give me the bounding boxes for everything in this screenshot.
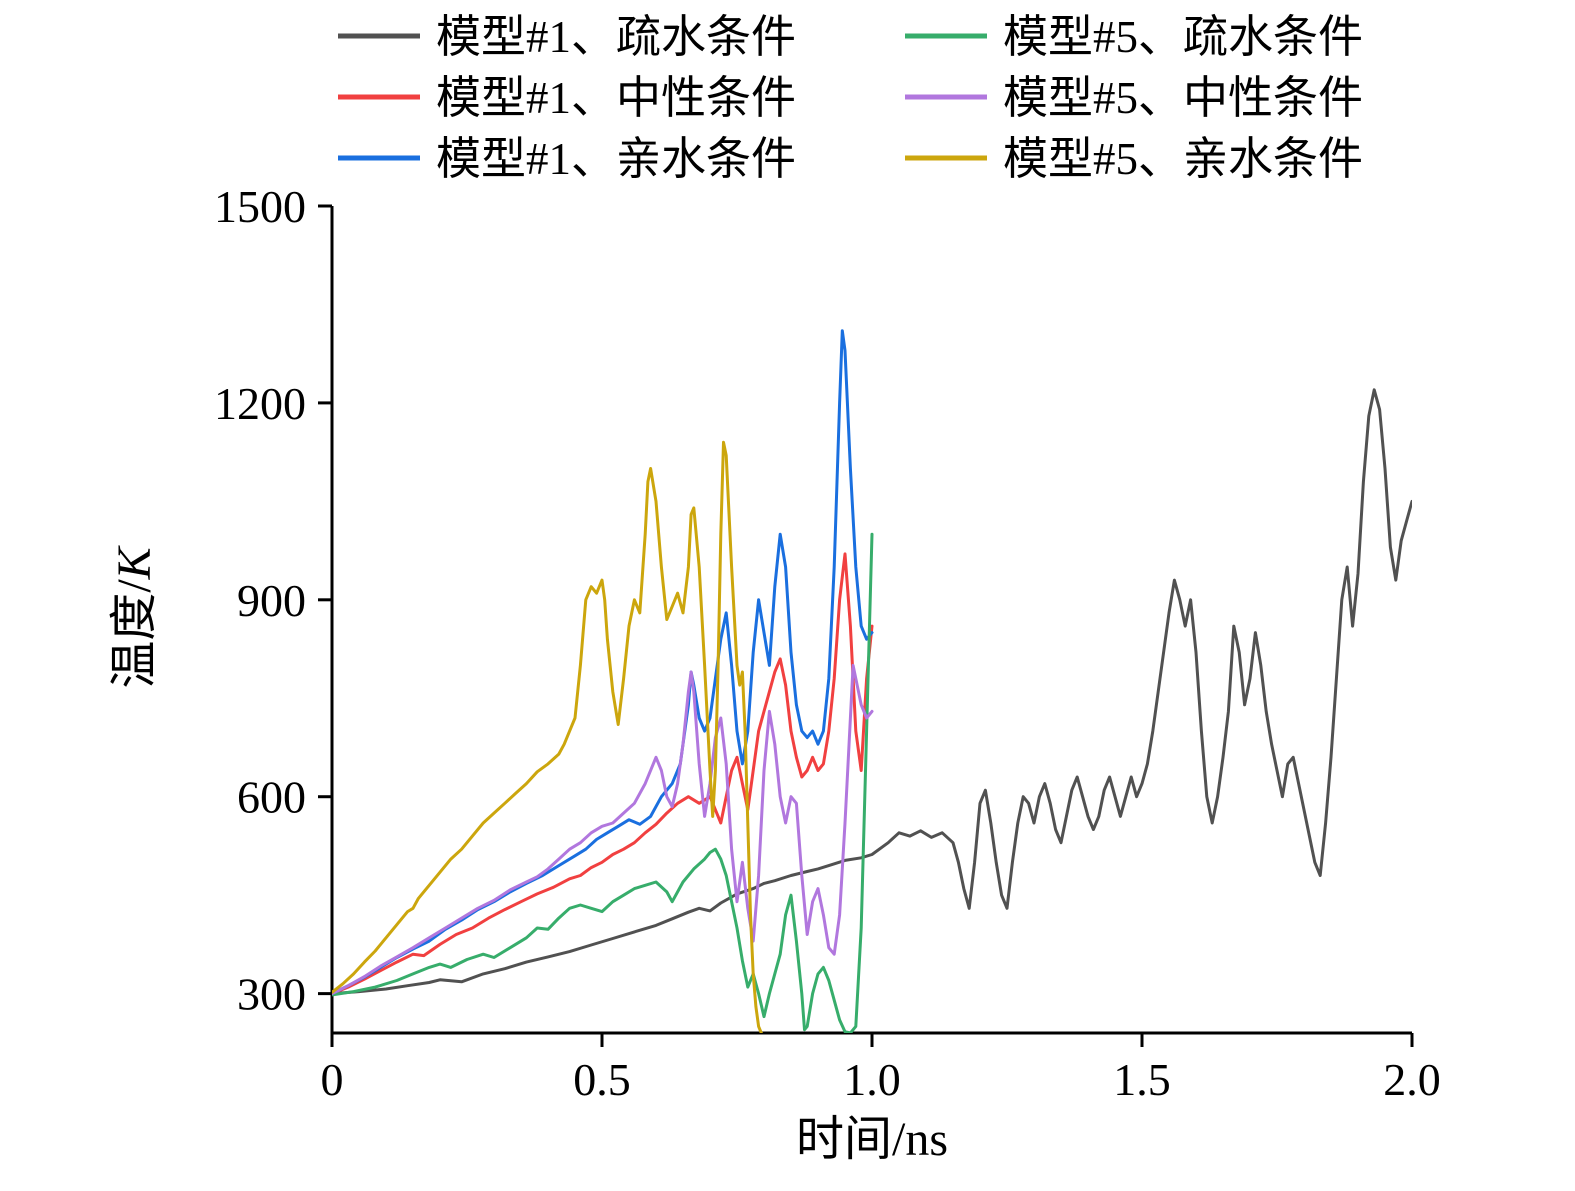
y-axis-label: 温度/K xyxy=(108,544,161,688)
y-axis-label-text: 温度/ xyxy=(108,579,161,689)
series-line-0 xyxy=(332,388,1412,996)
y-tick-label: 600 xyxy=(237,772,306,823)
series-line-5 xyxy=(332,440,763,1033)
y-tick-label: 300 xyxy=(237,969,306,1020)
x-tick-label: 0 xyxy=(321,1054,344,1105)
legend-item: 模型#1、疏水条件 xyxy=(338,12,796,62)
x-axis-label: 时间/ns xyxy=(796,1113,948,1166)
x-axis-label-text: 时间/ xyxy=(796,1113,906,1166)
y-tick-label: 1200 xyxy=(214,378,306,429)
legend-label: 模型#5、亲水条件 xyxy=(1003,134,1363,184)
legend-label: 模型#5、疏水条件 xyxy=(1003,12,1363,62)
x-axis-unit: ns xyxy=(905,1113,948,1166)
series-line-4 xyxy=(332,663,874,996)
legend-item: 模型#1、中性条件 xyxy=(338,73,796,123)
series-line-3 xyxy=(332,532,874,1033)
series-line-1 xyxy=(332,552,874,996)
axes: 300 600 900 1200 1500 0 0.5 1.0 1.5 2.0 xyxy=(214,181,1441,1105)
x-tick-label: 2.0 xyxy=(1383,1054,1441,1105)
y-tick-label: 1500 xyxy=(214,181,306,232)
x-tick-label: 1.0 xyxy=(843,1054,901,1105)
axis-lines xyxy=(330,206,1412,1035)
legend-label: 模型#1、中性条件 xyxy=(436,73,796,123)
legend-item: 模型#5、亲水条件 xyxy=(905,134,1363,184)
legend-item: 模型#5、疏水条件 xyxy=(905,12,1363,62)
legend-label: 模型#1、亲水条件 xyxy=(436,134,796,184)
y-tick-label: 900 xyxy=(237,575,306,626)
y-axis-unit: K xyxy=(108,544,161,580)
legend-item: 模型#1、亲水条件 xyxy=(338,134,796,184)
legend-label: 模型#1、疏水条件 xyxy=(436,12,796,62)
x-tick-label: 1.5 xyxy=(1113,1054,1171,1105)
legend-label: 模型#5、中性条件 xyxy=(1003,73,1363,123)
series-lines xyxy=(332,329,1412,1033)
legend-item: 模型#5、中性条件 xyxy=(905,73,1363,123)
x-tick-label: 0.5 xyxy=(573,1054,631,1105)
